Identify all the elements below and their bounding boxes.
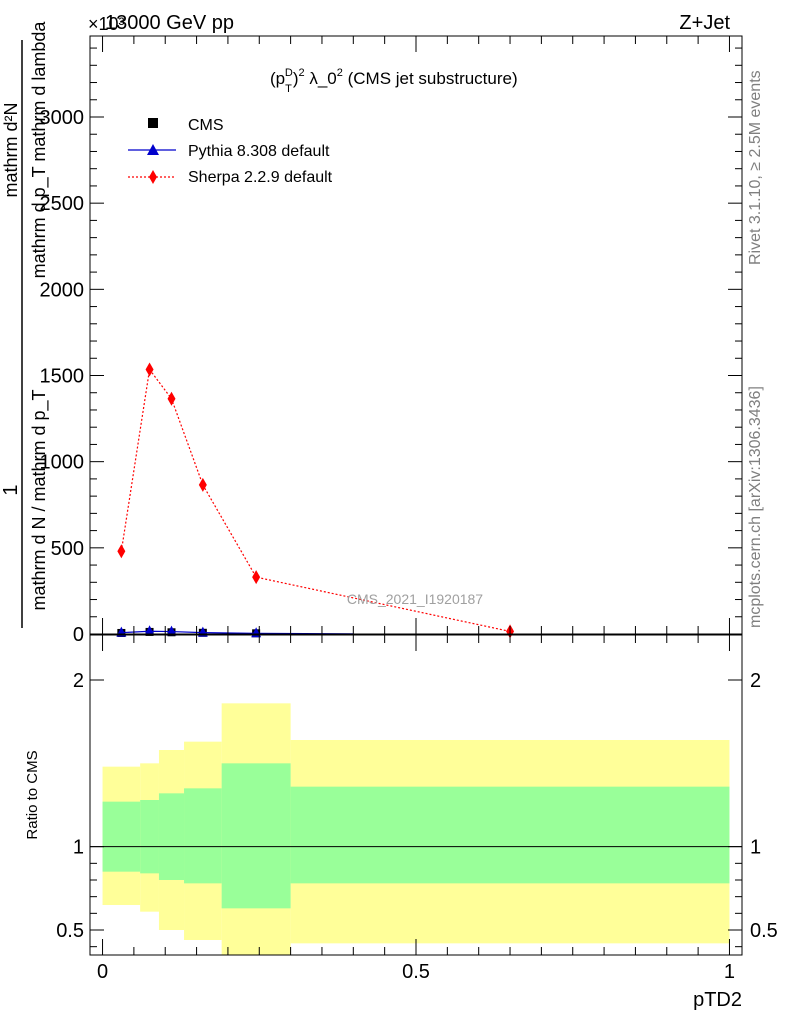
ratio-y-tick-label-right: 2 [750,670,761,692]
main-y-axis-label: 1 mathrm d N / mathrm d p_T mathrm d²N m… [0,21,50,628]
y-label-num-bottom: mathrm d²N [1,102,21,197]
legend-entry-cms: CMS [148,117,224,134]
series-line-1 [121,630,354,635]
main-axes: 0 500 1000 1500 2000 2500 3000 [40,35,743,646]
y-label-num-top: 1 [0,484,22,495]
x-tick-label: 1 [724,961,735,983]
ratio-inner-band [290,786,730,884]
legend: CMS Pythia 8.308 default Sherpa 2.2.9 de… [128,117,333,186]
main-y-tick-label: 3000 [40,107,85,129]
plot-title: (pTD)2 λ_02 (CMS jet substructure) [270,67,518,95]
legend-label-pythia: Pythia 8.308 default [188,143,330,160]
main-y-tick-label: 1000 [40,452,85,474]
data-point-triangle [144,625,155,636]
ratio-plot: 0.5 0.5 1 1 2 2 0 0.5 1 [56,634,778,983]
legend-triangle-marker [147,144,159,155]
data-point-diamond [145,362,154,377]
y-multiplier-label: ×10³ [88,14,125,34]
series-line-2 [120,367,511,633]
y-label-den-bottom: mathrm d p_T mathrm d lambda [29,21,50,279]
ratio-inner-band [140,800,159,874]
ratio-y-axis-label: Ratio to CMS [24,750,41,839]
legend-entry-sherpa: Sherpa 2.2.9 default [128,169,333,186]
ratio-inner-band [102,801,141,872]
data-point-triangle [166,625,177,636]
ratio-y-tick-label-right: 0.5 [750,920,778,942]
legend-label-cms: CMS [188,117,224,134]
legend-label-sherpa: Sherpa 2.2.9 default [188,169,333,186]
ratio-inner-band [158,793,185,880]
legend-square-marker [148,118,158,128]
x-axis-label: pTD2 [693,989,742,1011]
main-y-tick-label: 1500 [40,365,85,387]
ratio-bands-layer [90,703,742,955]
x-tick-label: 0 [97,961,108,983]
analysis-watermark: CMS_2021_I1920187 [347,591,483,607]
legend-diamond-marker [149,170,157,184]
main-y-tick-label: 500 [51,538,84,560]
y-label-den-top: mathrm d N / mathrm d p_T [29,389,50,610]
ratio-y-tick-label: 2 [73,670,84,692]
rivet-label: Rivet 3.1.10, ≥ 2.5M events [747,70,764,265]
data-point-diamond [117,544,126,559]
ratio-axes: 0.5 0.5 1 1 2 2 0 0.5 1 [56,634,778,983]
main-y-tick-label: 2500 [40,193,85,215]
process-label: Z+Jet [679,12,730,34]
energy-label: 13000 GeV pp [105,12,234,34]
data-point-diamond [198,477,207,492]
ratio-y-tick-label-right: 1 [750,837,761,859]
main-y-tick-label: 2000 [40,279,85,301]
legend-entry-pythia: Pythia 8.308 default [128,143,330,160]
x-tick-label: 0.5 [402,961,430,983]
data-point-diamond [167,391,176,406]
main-y-tick-label: 0 [73,624,84,646]
main-plot: 0 500 1000 1500 2000 2500 3000 [40,35,743,646]
ratio-inner-band [184,788,222,884]
mcplots-label: mcplots.cern.ch [arXiv:1306.3436] [747,386,764,628]
ratio-y-tick-label: 0.5 [56,920,84,942]
data-point-diamond [252,570,261,585]
ratio-inner-band [221,763,291,909]
ratio-y-tick-label: 1 [73,837,84,859]
